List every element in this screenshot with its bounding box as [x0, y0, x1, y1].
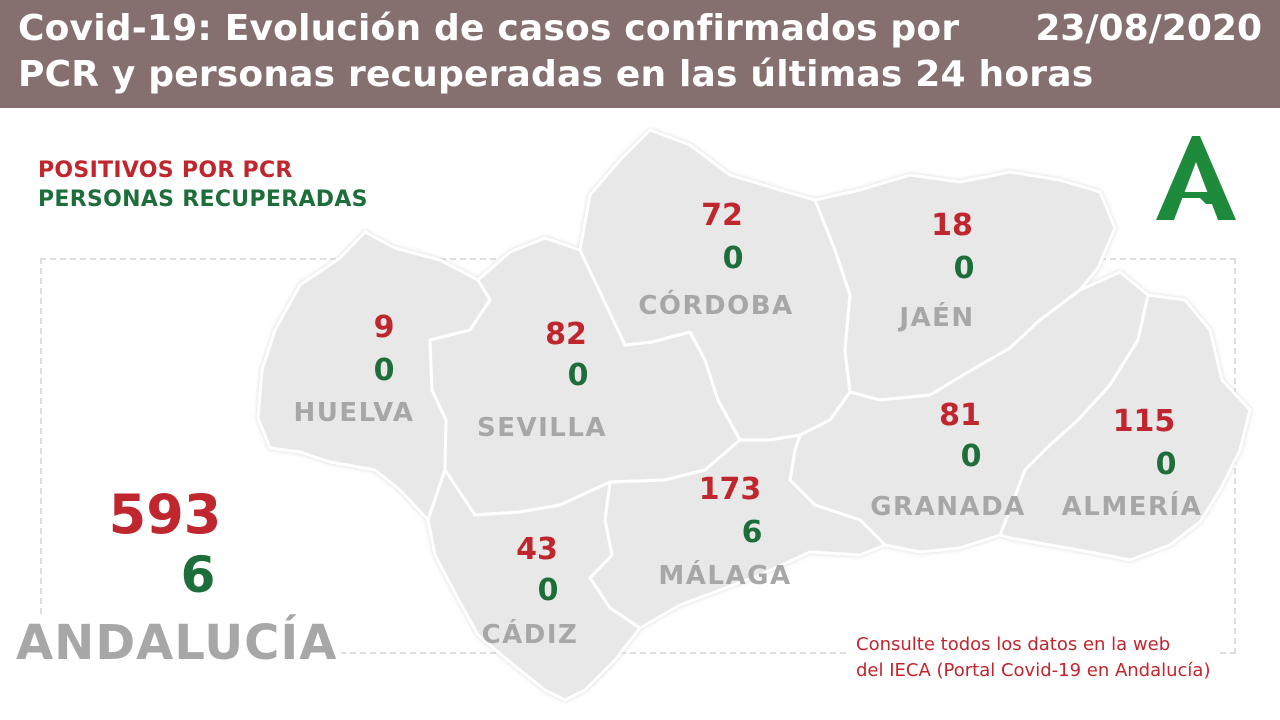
legend-positives: POSITIVOS POR PCR [38, 158, 293, 183]
junta-de-andalucia-logo-icon [1156, 136, 1236, 220]
jaen-positives: 18 [931, 208, 973, 243]
province-label-cadiz: CÁDIZ [481, 620, 579, 650]
header-banner: Covid-19: Evolución de casos confirmados… [0, 0, 1280, 108]
cadiz-positives: 43 [516, 532, 558, 567]
huelva-positives: 9 [373, 310, 395, 345]
province-label-sevilla: SEVILLA [476, 413, 608, 443]
source-note: Consulte todos los datos en la web del I… [850, 632, 1217, 685]
granada-positives: 81 [939, 398, 981, 433]
province-label-almeria: ALMERÍA [1061, 492, 1203, 522]
huelva-recovered: 0 [373, 353, 395, 388]
province-label-cordoba: CÓRDOBA [638, 291, 794, 321]
sevilla-positives: 82 [545, 317, 587, 352]
almeria-recovered: 0 [1155, 447, 1177, 482]
andalucia-total-recovered: 6 [180, 546, 216, 604]
malaga-recovered: 6 [741, 515, 763, 550]
title-line-2: PCR y personas recuperadas en las última… [18, 54, 1094, 95]
legend-recovered: PERSONAS RECUPERADAS [38, 187, 368, 212]
jaen-recovered: 0 [953, 251, 975, 286]
province-label-malaga: MÁLAGA [658, 561, 792, 591]
title-line-1: Covid-19: Evolución de casos confirmados… [18, 8, 960, 49]
andalucia-label: ANDALUCÍA [16, 618, 342, 668]
province-label-jaen: JAÉN [899, 303, 975, 333]
cadiz-recovered: 0 [537, 573, 559, 608]
source-note-line-1: Consulte todos los datos en la web [856, 634, 1171, 655]
andalucia-total-positives: 593 [108, 483, 222, 546]
sevilla-recovered: 0 [567, 358, 589, 393]
almeria-positives: 115 [1112, 404, 1176, 439]
cordoba-positives: 72 [701, 198, 743, 233]
province-label-granada: GRANADA [870, 492, 1026, 522]
source-note-line-2: del IECA (Portal Covid-19 en Andalucía) [856, 660, 1211, 682]
province-shape-cadiz [426, 468, 642, 702]
province-shape-almeria [998, 293, 1252, 562]
report-date: 23/08/2020 [1035, 8, 1262, 49]
cordoba-recovered: 0 [722, 241, 744, 276]
malaga-positives: 173 [698, 472, 762, 507]
granada-recovered: 0 [960, 439, 982, 474]
province-label-huelva: HUELVA [293, 398, 415, 428]
